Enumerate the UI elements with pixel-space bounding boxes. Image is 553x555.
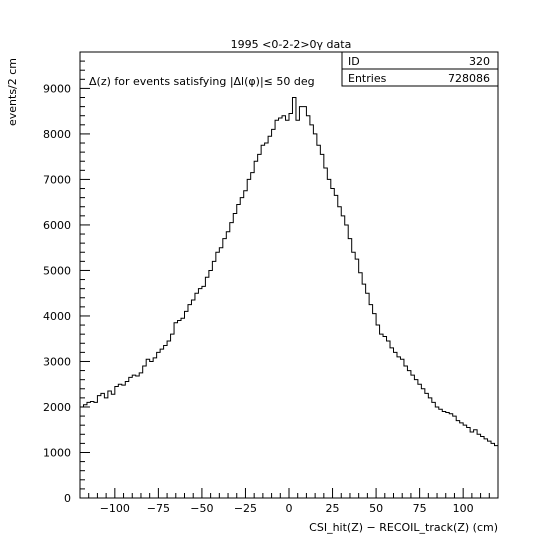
x-tick-labels: −100 −75 −50 −25 0 25 50 75 100 bbox=[100, 502, 474, 515]
x-tick-label: −50 bbox=[190, 502, 213, 515]
x-tick-label: −25 bbox=[234, 502, 257, 515]
y-tick-labels: 0 1000 2000 3000 4000 5000 6000 7000 8000 9000 bbox=[43, 82, 71, 505]
axis-ticks bbox=[80, 51, 490, 499]
x-tick-label: −100 bbox=[100, 502, 130, 515]
stats-entries-label: Entries bbox=[348, 72, 387, 85]
stats-box: ID 320 Entries 728086 bbox=[341, 51, 499, 87]
y-tick-label: 6000 bbox=[43, 219, 71, 232]
y-tick-label: 1000 bbox=[43, 446, 71, 459]
x-tick-label: 25 bbox=[326, 502, 340, 515]
y-tick-label: 2000 bbox=[43, 401, 71, 414]
y-tick-label: 3000 bbox=[43, 355, 71, 368]
x-tick-label: 50 bbox=[369, 502, 383, 515]
histogram-series bbox=[80, 97, 498, 447]
y-tick-label: 4000 bbox=[43, 310, 71, 323]
stats-id-label: ID bbox=[348, 55, 360, 68]
annotation-text: Δ(z) for events satisfying |Δl(φ)|≤ 50 d… bbox=[89, 75, 315, 88]
x-axis-label: CSI_hit(Z) − RECOIL_track(Z) (cm) bbox=[309, 521, 498, 534]
x-tick-label: 100 bbox=[453, 502, 474, 515]
y-tick-label: 8000 bbox=[43, 128, 71, 141]
y-tick-label: 5000 bbox=[43, 264, 71, 277]
y-tick-label: 9000 bbox=[43, 82, 71, 95]
stats-id-value: 320 bbox=[469, 55, 490, 68]
y-axis-label: events/2 cm bbox=[6, 58, 19, 126]
x-tick-label: 75 bbox=[413, 502, 427, 515]
y-tick-label: 7000 bbox=[43, 173, 71, 186]
x-tick-label: −75 bbox=[147, 502, 170, 515]
x-tick-label: 0 bbox=[286, 502, 293, 515]
stats-entries-value: 728086 bbox=[448, 72, 490, 85]
chart-title: 1995 <0-2-2>0γ data bbox=[231, 38, 352, 51]
y-tick-label: 0 bbox=[64, 492, 71, 505]
